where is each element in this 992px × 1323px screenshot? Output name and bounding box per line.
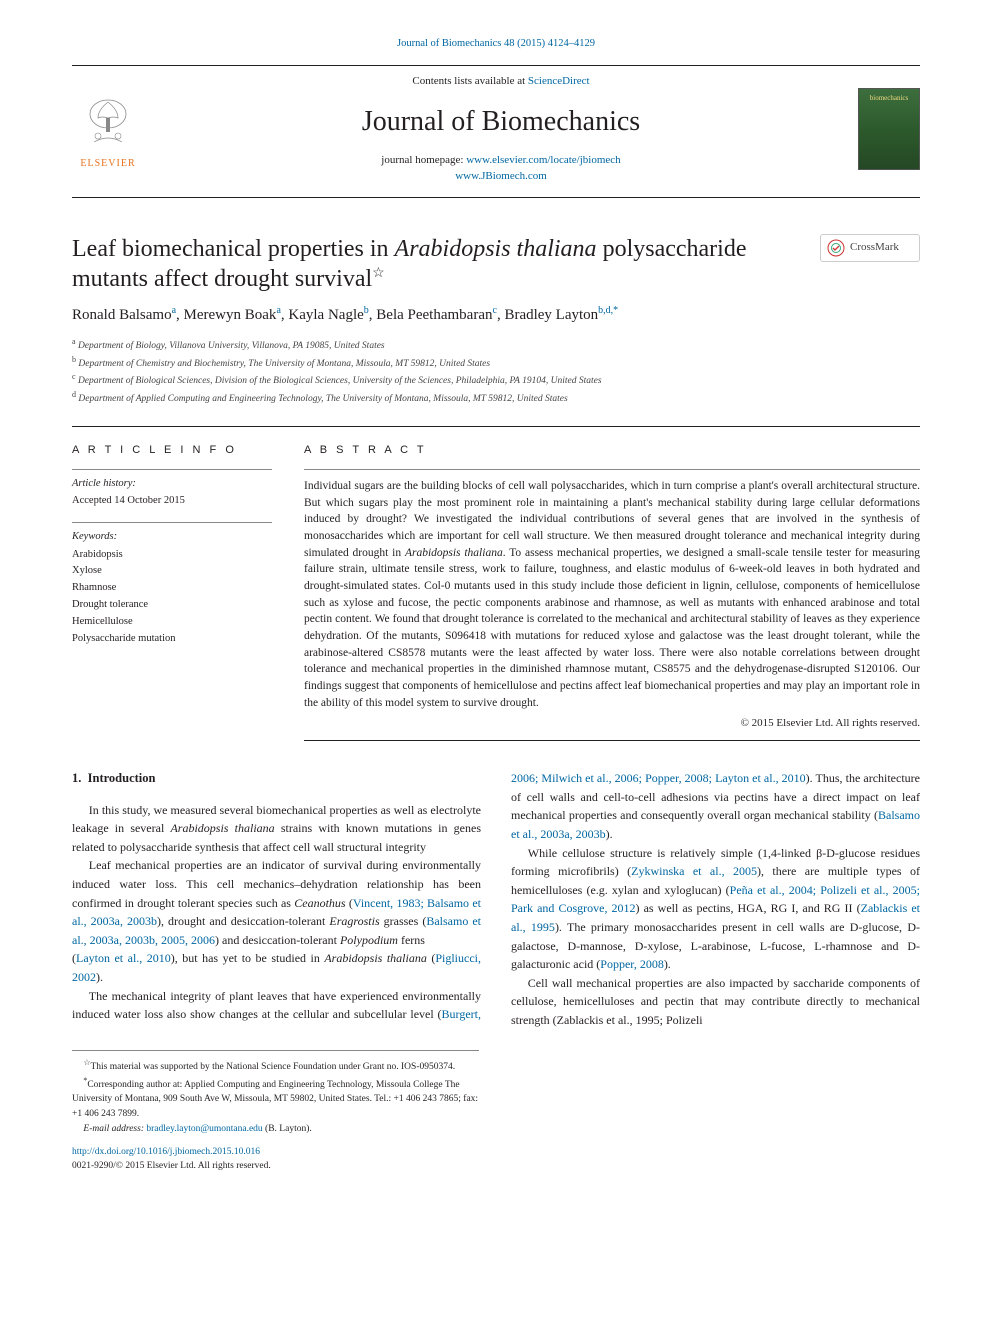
crossmark-icon [827,239,845,257]
aff-sup-d: d [72,390,76,399]
homepage-label: journal homepage: [381,154,466,166]
footnote-corresponding: *Corresponding author at: Applied Comput… [72,1075,479,1121]
author-0-aff[interactable]: a [172,305,176,316]
keyword-0: Arabidopsis [72,547,272,564]
contents-available-line: Contents lists available at ScienceDirec… [144,74,858,90]
body-para-2: (Layton et al., 2010), but has yet to be… [72,949,481,986]
issn-copyright: 0021-9290/© 2015 Elsevier Ltd. All right… [72,1160,920,1174]
keyword-1: Xylose [72,563,272,580]
footnotes-block: ☆This material was supported by the Nati… [72,1050,479,1137]
homepage-link-2[interactable]: www.JBiomech.com [455,170,547,182]
history-label: Article history: [72,469,272,491]
author-1: Merewyn Boak [184,307,277,323]
elsevier-wordmark: ELSEVIER [80,157,135,172]
homepage-link-1[interactable]: www.elsevier.com/locate/jbiomech [466,154,620,166]
body-para-0: In this study, we measured several biome… [72,801,481,857]
email-link[interactable]: bradley.layton@umontana.edu [146,1124,262,1134]
affiliation-b: b Department of Chemistry and Biochemist… [72,354,920,371]
corresponding-mark[interactable]: * [613,305,618,316]
keyword-4: Hemicellulose [72,614,272,631]
homepage-line: journal homepage: www.elsevier.com/locat… [144,153,858,185]
journal-cover-thumbnail[interactable]: biomechanics [858,88,920,170]
header-center: Contents lists available at ScienceDirec… [144,74,858,184]
aff-text-d: Department of Applied Computing and Engi… [78,394,567,404]
title-prefix: Leaf biomechanical properties in [72,236,395,262]
body-para-5: Cell wall mechanical properties are also… [511,974,920,1030]
affiliations-block: a Department of Biology, Villanova Unive… [72,336,920,406]
footnote-funding: ☆This material was supported by the Nati… [72,1057,479,1074]
body-para-4: While cellulose structure is relatively … [511,844,920,974]
abstract-body: Individual sugars are the building block… [304,469,920,741]
author-3-aff[interactable]: c [492,305,496,316]
aff-text-b: Department of Chemistry and Biochemistry… [78,359,490,369]
abstract-column: A B S T R A C T Individual sugars are th… [304,443,920,741]
author-2: Kayla Nagle [288,307,363,323]
section-heading-intro: 1. Introduction [72,769,481,788]
affiliation-a: a Department of Biology, Villanova Unive… [72,336,920,353]
title-species: Arabidopsis thaliana [395,236,597,262]
email-after: (B. Layton). [263,1124,312,1134]
article-info-sidebar: A R T I C L E I N F O Article history: A… [72,443,272,741]
aff-text-c: Department of Biological Sciences, Divis… [78,376,602,386]
keyword-5: Polysaccharide mutation [72,631,272,648]
body-para-1: Leaf mechanical properties are an indica… [72,856,481,949]
crossmark-label: CrossMark [850,240,899,256]
footnote-funding-text: This material was supported by the Natio… [90,1062,455,1072]
email-label: E-mail address: [83,1124,146,1134]
journal-header: ELSEVIER Contents lists available at Sci… [72,65,920,197]
affiliation-d: d Department of Applied Computing and En… [72,389,920,406]
keyword-2: Rhamnose [72,580,272,597]
journal-title: Journal of Biomechanics [144,102,858,143]
abstract-heading: A B S T R A C T [304,443,920,459]
crossmark-badge[interactable]: CrossMark [820,234,920,262]
abstract-copyright: © 2015 Elsevier Ltd. All rights reserved… [304,716,920,732]
body-two-column: 1. Introduction In this study, we measur… [72,769,920,1029]
footnote-corresponding-text: Corresponding author at: Applied Computi… [72,1080,478,1119]
elsevier-logo[interactable]: ELSEVIER [72,87,144,171]
author-3: Bela Peethambaran [376,307,492,323]
aff-text-a: Department of Biology, Villanova Univers… [78,342,385,352]
aff-sup-b: b [72,355,76,364]
elsevier-tree-icon [78,94,138,154]
title-footnote-star: ☆ [372,266,385,281]
keywords-label: Keywords: [72,522,272,544]
affiliation-c: c Department of Biological Sciences, Div… [72,371,920,388]
contents-prefix: Contents lists available at [412,75,527,87]
doi-link[interactable]: http://dx.doi.org/10.1016/j.jbiomech.201… [72,1146,920,1160]
bottom-meta: http://dx.doi.org/10.1016/j.jbiomech.201… [72,1146,920,1174]
section-title: Introduction [88,771,156,785]
sciencedirect-link[interactable]: ScienceDirect [528,75,590,87]
author-4-aff[interactable]: b,d, [598,305,613,316]
cover-text: biomechanics [870,95,909,103]
section-number: 1. [72,771,81,785]
authors-line: Ronald Balsamoa, Merewyn Boaka, Kayla Na… [72,304,920,327]
author-2-aff[interactable]: b [364,305,369,316]
article-info-heading: A R T I C L E I N F O [72,443,272,459]
author-4: Bradley Layton [504,307,598,323]
aff-sup-a: a [72,337,76,346]
article-title: Leaf biomechanical properties in Arabido… [72,234,820,294]
aff-sup-c: c [72,372,76,381]
footnote-email: E-mail address: bradley.layton@umontana.… [72,1122,479,1136]
history-text: Accepted 14 October 2015 [72,493,272,508]
author-1-aff[interactable]: a [276,305,280,316]
author-0: Ronald Balsamo [72,307,172,323]
journal-citation-top[interactable]: Journal of Biomechanics 48 (2015) 4124–4… [72,36,920,51]
keyword-3: Drought tolerance [72,597,272,614]
